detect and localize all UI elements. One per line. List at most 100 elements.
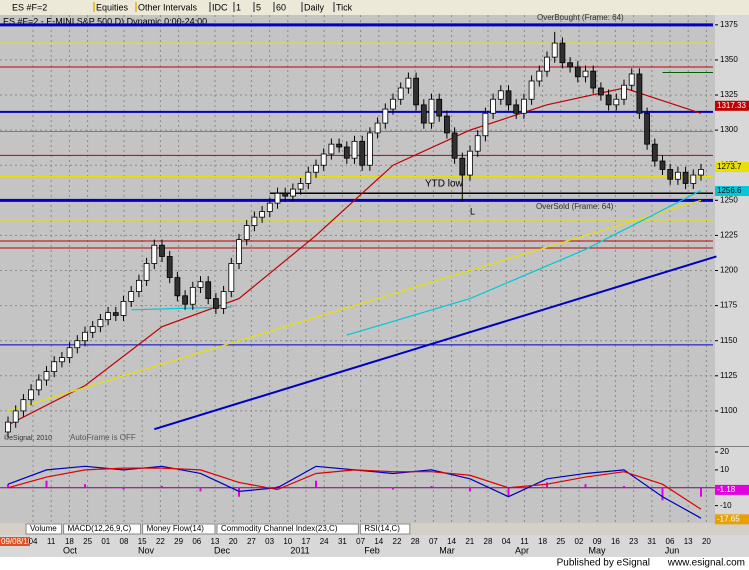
candle-body <box>12 410 19 423</box>
candle-body <box>266 202 273 212</box>
candle-body <box>51 361 58 372</box>
value-badge-label: 1256.6 <box>717 186 742 195</box>
y-tick-label: 1300 <box>720 125 738 134</box>
tab[interactable] <box>142 523 216 535</box>
date-axis <box>0 535 749 557</box>
day-label: 06 <box>192 537 201 546</box>
candle-body <box>351 140 358 159</box>
toolbar-button <box>301 2 303 12</box>
tab[interactable] <box>216 523 359 535</box>
symbol-field[interactable]: ES #F=2 <box>12 2 47 12</box>
histogram-bar <box>546 482 548 488</box>
histogram-bar <box>507 487 510 497</box>
annotation: OverBought (Frame: 64) <box>537 13 624 22</box>
tab[interactable] <box>63 523 142 535</box>
candle-body <box>43 371 50 381</box>
candle-body <box>328 143 335 155</box>
candle-body <box>551 42 558 58</box>
candle-body <box>182 295 189 305</box>
candle-body <box>343 146 350 159</box>
day-label: 06 <box>666 537 675 546</box>
candle-body <box>544 56 550 72</box>
day-label: 16 <box>611 537 620 546</box>
candle-body <box>5 421 11 433</box>
candle-body <box>66 347 73 358</box>
candle-body <box>505 90 512 106</box>
toolbar-item[interactable]: IDC <box>212 2 228 12</box>
tab[interactable] <box>359 523 411 535</box>
tab-label[interactable]: Money Flow(14) <box>147 524 205 533</box>
day-label: 07 <box>356 537 365 546</box>
month-label: Jun <box>665 545 680 555</box>
overlay-line <box>7 199 702 412</box>
candle-body <box>120 300 127 316</box>
toolbar-item[interactable]: 1 <box>236 2 241 12</box>
candle-body <box>651 143 658 162</box>
candle-body <box>590 70 597 89</box>
y-tick-label: 1250 <box>720 195 738 204</box>
candle-body <box>513 104 520 114</box>
value-axis <box>715 15 749 523</box>
candle-body <box>189 286 196 305</box>
histogram-bar <box>584 484 587 488</box>
histogram-bar <box>199 487 202 492</box>
candle-body <box>567 62 573 68</box>
candle-body <box>243 225 250 241</box>
candle-body <box>443 115 450 134</box>
tab-label[interactable]: Commodity Channel Index(23,C) <box>221 524 338 533</box>
candle-body <box>451 132 458 159</box>
candle-body <box>613 98 620 106</box>
candle-body <box>605 94 612 106</box>
toolbar-button <box>253 2 255 12</box>
candle-body <box>220 291 227 309</box>
candle-body <box>459 157 466 176</box>
day-label: 28 <box>484 537 493 546</box>
tab-label[interactable]: Volume <box>30 524 57 533</box>
month-label: Mar <box>439 545 455 555</box>
candle-body <box>559 42 566 64</box>
candle-body <box>659 160 666 170</box>
toolbar-item[interactable]: Other Intervals <box>138 2 198 12</box>
histogram-bar <box>469 487 471 492</box>
day-label: 04 <box>502 537 511 546</box>
day-label: 22 <box>393 537 402 546</box>
value-badge <box>715 484 749 495</box>
histogram-bar <box>661 487 664 501</box>
value-badge <box>715 162 749 173</box>
histogram-bar <box>430 485 433 488</box>
tab-label[interactable]: RSI(14,C) <box>364 524 400 533</box>
day-label: 01 <box>101 537 110 546</box>
start-date: 09/08/10 <box>1 537 33 546</box>
day-label: 18 <box>65 537 74 546</box>
toolbar-item[interactable]: Tick <box>336 2 353 12</box>
toolbar-item[interactable]: 60 <box>276 2 286 12</box>
value-badge <box>715 100 749 111</box>
day-label: 25 <box>556 537 565 546</box>
day-label: 14 <box>374 537 383 546</box>
day-label: 25 <box>83 537 92 546</box>
toolbar-item[interactable]: Daily <box>304 2 325 12</box>
histogram-bar <box>315 480 317 488</box>
day-label: 10 <box>283 537 292 546</box>
value-badge <box>715 186 749 197</box>
y-tick-label: 1200 <box>720 266 738 275</box>
day-label: 13 <box>211 537 220 546</box>
candle-body <box>259 211 266 218</box>
day-label: 31 <box>338 537 347 546</box>
candle-body <box>89 326 96 333</box>
tab-label[interactable]: MACD(12,26,9,C) <box>68 524 132 533</box>
toolbar-item[interactable]: 5 <box>256 2 261 12</box>
day-label: 02 <box>575 537 584 546</box>
candle-body <box>667 169 674 180</box>
month-label: Dec <box>214 545 231 555</box>
macd-line <box>7 467 702 510</box>
toolbar-item[interactable]: Equities <box>96 2 129 12</box>
histogram-bar <box>84 484 86 488</box>
value-badge-label: -17.65 <box>717 514 740 523</box>
candle-body <box>467 150 473 176</box>
y-tick-label: 20 <box>720 447 729 456</box>
value-badge-label: 1273.7 <box>717 162 742 171</box>
footer <box>0 557 749 570</box>
tab[interactable] <box>25 523 63 535</box>
